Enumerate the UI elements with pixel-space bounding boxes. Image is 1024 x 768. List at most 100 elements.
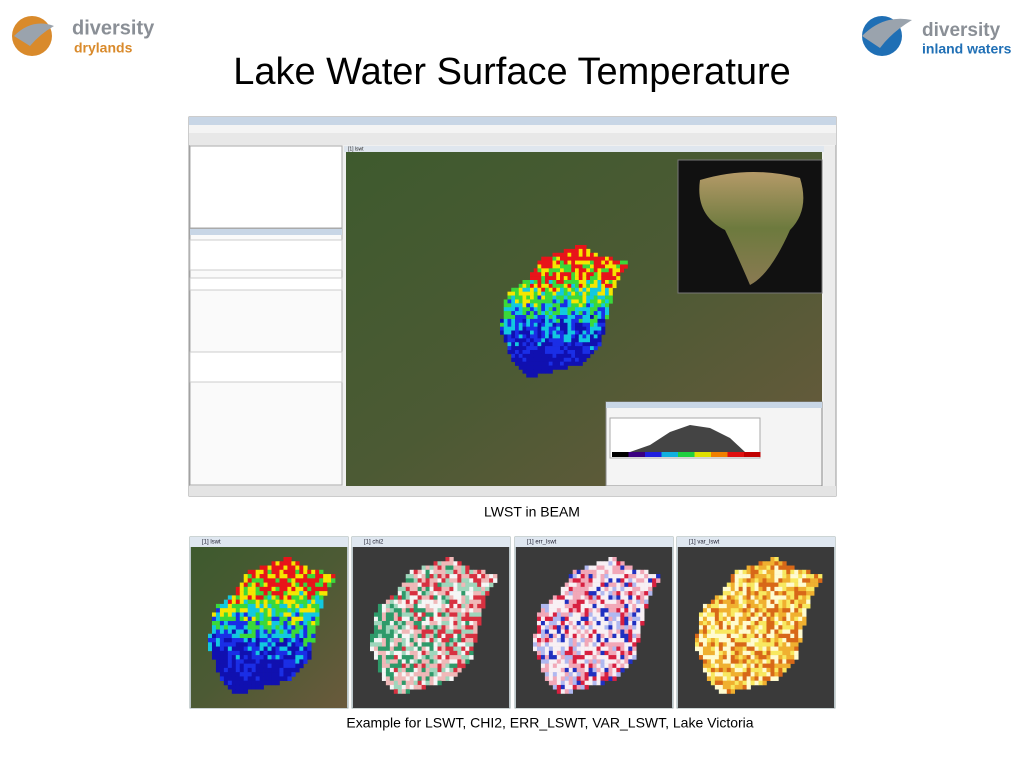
- lake-pixel: [548, 280, 553, 285]
- lake-pixel: [548, 322, 553, 327]
- lake-pixel: [632, 599, 637, 605]
- lake-pixel: [556, 303, 561, 308]
- lake-pixel: [575, 303, 580, 308]
- lake-pixel: [544, 667, 550, 673]
- lake-pixel: [235, 650, 241, 656]
- lake-pixel: [588, 629, 593, 635]
- lake-pixel: [552, 663, 558, 669]
- lake-pixel: [770, 612, 775, 618]
- lake-pixel: [616, 565, 621, 571]
- lake-pixel: [541, 295, 546, 300]
- lake-pixel: [556, 307, 561, 312]
- lake-pixel: [746, 565, 751, 571]
- lake-pixel: [275, 659, 280, 664]
- lake-pixel: [453, 642, 458, 647]
- lake-pixel: [526, 353, 531, 359]
- lake-pixel: [560, 599, 566, 605]
- lake-pixel: [518, 334, 523, 339]
- lake-pixel: [453, 620, 458, 626]
- toolbar: [189, 133, 836, 145]
- lake-pixel: [742, 676, 747, 681]
- lake-pixel: [263, 612, 268, 618]
- lake-pixel: [437, 650, 442, 656]
- lake-pixel: [556, 283, 561, 289]
- lake-pixel: [255, 582, 260, 588]
- lake-pixel: [511, 350, 516, 355]
- lake-pixel: [552, 595, 558, 600]
- lake-pixel: [572, 616, 577, 622]
- lake-pixel: [548, 264, 553, 269]
- lake-pixel: [295, 629, 300, 635]
- lake-pixel: [511, 311, 516, 316]
- lake-pixel: [243, 642, 249, 647]
- lake-pixel: [774, 595, 779, 600]
- lake-pixel: [235, 633, 241, 639]
- panel-titlebar: [515, 537, 673, 547]
- lake-pixel: [612, 569, 617, 575]
- lake-pixel: [578, 307, 583, 312]
- lake-pixel: [533, 280, 538, 285]
- lake-pixel: [556, 252, 561, 257]
- lake-pixel: [714, 608, 720, 613]
- lake-pixel: [457, 620, 462, 626]
- lake-pixel: [515, 357, 520, 362]
- image-panel: [1] err_lswt: [514, 536, 674, 709]
- lake-pixel: [582, 303, 587, 308]
- lake-pixel: [778, 633, 783, 639]
- lake-pixel: [287, 638, 292, 643]
- lake-pixel: [251, 569, 256, 575]
- lake-pixel: [560, 315, 565, 320]
- lake-pixel: [567, 276, 572, 281]
- lake-pixel: [389, 616, 395, 622]
- lake-pixel: [778, 595, 783, 600]
- lake-pixel: [377, 638, 383, 643]
- lake-pixel: [632, 633, 637, 639]
- lake-pixel: [381, 663, 387, 669]
- lake-pixel: [588, 650, 593, 656]
- lake-pixel: [544, 672, 550, 677]
- lake-pixel: [544, 659, 550, 664]
- lake-pixel: [640, 608, 645, 613]
- lake-pixel: [750, 608, 755, 613]
- lake-pixel: [620, 565, 625, 571]
- lake-pixel: [526, 326, 531, 331]
- lake-pixel: [259, 625, 264, 630]
- lake-pixel: [449, 595, 454, 600]
- lake-pixel: [564, 659, 570, 664]
- lake-pixel: [593, 315, 598, 320]
- lake-pixel: [774, 586, 779, 592]
- lake-pixel: [750, 565, 755, 571]
- lake-pixel: [515, 326, 520, 331]
- lake-pixel: [465, 620, 470, 626]
- lake-pixel: [251, 574, 256, 579]
- lake-pixel: [722, 603, 728, 609]
- lake-pixel: [750, 578, 755, 583]
- lake-pixel: [730, 616, 736, 622]
- lake-pixel: [465, 616, 470, 622]
- lake-pixel: [620, 655, 625, 660]
- lake-pixel: [718, 642, 724, 647]
- lake-pixel: [401, 595, 407, 600]
- lake-pixel: [433, 629, 438, 635]
- lake-pixel: [786, 599, 791, 605]
- lake-pixel: [453, 578, 458, 583]
- lake-pixel: [552, 655, 558, 660]
- palette-swatch: [678, 452, 695, 457]
- lake-pixel: [567, 315, 572, 320]
- lake-pixel: [628, 603, 633, 609]
- lake-pixel: [548, 369, 553, 374]
- lake-pixel: [560, 350, 565, 355]
- lake-pixel: [608, 565, 613, 571]
- lake-pixel: [552, 322, 557, 327]
- lake-pixel: [279, 565, 284, 571]
- lake-pixel: [401, 689, 407, 694]
- lake-pixel: [548, 667, 554, 673]
- lake-pixel: [526, 307, 531, 312]
- lake-pixel: [586, 268, 591, 273]
- lake-pixel: [596, 565, 601, 571]
- lake-pixel: [461, 582, 466, 588]
- lake-pixel: [722, 591, 728, 596]
- lake-pixel: [596, 608, 601, 613]
- lake-pixel: [548, 672, 554, 677]
- lake-pixel: [571, 322, 576, 327]
